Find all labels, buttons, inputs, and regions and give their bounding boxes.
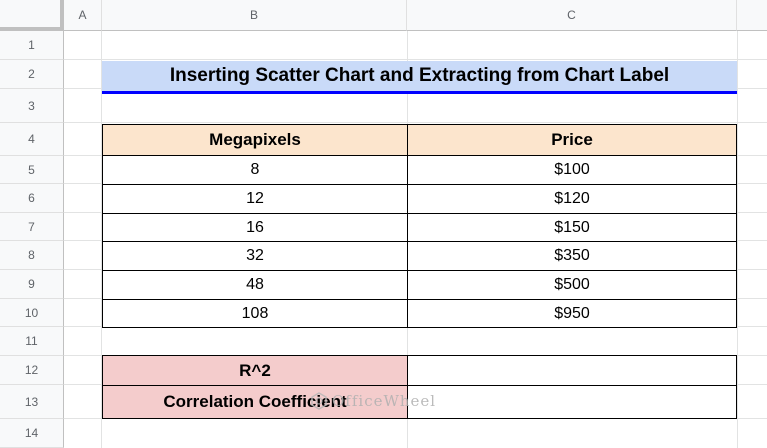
gridline — [64, 59, 767, 60]
price-cell[interactable]: $500 — [407, 270, 737, 300]
correlation-label: Correlation Coefficient — [163, 392, 347, 411]
sheet-title-cell[interactable]: Inserting Scatter Chart and Extracting f… — [102, 61, 737, 94]
row-label: 11 — [25, 334, 38, 348]
gridline — [64, 122, 767, 123]
column-header-b[interactable]: B — [102, 0, 407, 31]
row-header-9[interactable]: 9 — [0, 270, 64, 299]
price-cell[interactable]: $100 — [407, 155, 737, 185]
row-label: 3 — [28, 98, 35, 113]
row-header-14[interactable]: 14 — [0, 419, 64, 448]
header-megapixels[interactable]: Megapixels — [102, 124, 408, 156]
megapixels-cell[interactable]: 48 — [102, 270, 408, 300]
column-header-a[interactable]: A — [64, 0, 102, 31]
correlation-label-cell[interactable]: Correlation Coefficient — [102, 385, 408, 419]
row-label: 5 — [28, 162, 35, 177]
row-header-10[interactable]: 10 — [0, 299, 64, 327]
megapixels-cell[interactable]: 32 — [102, 241, 408, 271]
watermark-text: OfficeWheel — [332, 392, 437, 410]
row-header-3[interactable]: 3 — [0, 89, 64, 123]
price-value: $350 — [554, 247, 590, 264]
megapixels-value: 48 — [246, 276, 264, 293]
row-header-5[interactable]: 5 — [0, 156, 64, 184]
price-value: $150 — [554, 218, 590, 236]
row-header-8[interactable]: 8 — [0, 241, 64, 270]
gridline — [737, 31, 738, 448]
price-value: $500 — [554, 276, 590, 293]
megapixels-value: 32 — [246, 247, 264, 264]
r2-value-cell[interactable] — [407, 355, 737, 386]
megapixels-cell[interactable]: 12 — [102, 184, 408, 214]
megapixels-value: 8 — [250, 161, 260, 178]
megapixels-cell[interactable]: 108 — [102, 299, 408, 328]
column-label: C — [567, 8, 576, 22]
select-all-corner[interactable] — [0, 0, 64, 31]
row-header-7[interactable]: 7 — [0, 213, 64, 241]
price-cell[interactable]: $350 — [407, 241, 737, 271]
megapixels-value: 108 — [241, 304, 269, 322]
megapixels-value: 16 — [246, 218, 264, 236]
r2-label: R^2 — [239, 360, 271, 380]
gridline — [101, 31, 102, 448]
row-label: 6 — [28, 191, 35, 205]
header-label: Megapixels — [209, 130, 301, 149]
correlation-value-cell[interactable] — [407, 385, 737, 419]
row-label: 9 — [28, 277, 35, 291]
row-label: 1 — [28, 38, 35, 52]
sheet-title: Inserting Scatter Chart and Extracting f… — [169, 65, 670, 86]
column-header-d[interactable] — [737, 0, 767, 31]
megapixels-value: 12 — [246, 190, 264, 207]
row-label: 4 — [28, 132, 35, 146]
row-label: 10 — [24, 305, 39, 320]
row-header-11[interactable]: 11 — [0, 327, 64, 356]
header-price[interactable]: Price — [407, 124, 737, 156]
row-header-2[interactable]: 2 — [0, 60, 64, 89]
price-cell[interactable]: $150 — [407, 213, 737, 242]
row-header-1[interactable]: 1 — [0, 31, 64, 60]
price-value: $120 — [554, 190, 590, 207]
price-cell[interactable]: $120 — [407, 184, 737, 214]
r2-label-cell[interactable]: R^2 — [102, 355, 408, 386]
row-label: 8 — [28, 248, 35, 262]
row-header-12[interactable]: 12 — [0, 356, 64, 385]
row-header-4[interactable]: 4 — [0, 123, 64, 156]
watermark: OfficeWheel — [310, 392, 436, 410]
row-label: 14 — [24, 426, 39, 440]
row-label: 2 — [28, 67, 35, 81]
header-label: Price — [551, 130, 593, 149]
price-cell[interactable]: $950 — [407, 299, 737, 328]
megapixels-cell[interactable]: 8 — [102, 155, 408, 185]
column-header-c[interactable]: C — [407, 0, 737, 31]
row-label: 7 — [28, 219, 35, 234]
row-header-6[interactable]: 6 — [0, 184, 64, 213]
row-label: 12 — [24, 363, 39, 377]
price-value: $950 — [554, 304, 590, 322]
officewheel-logo-icon — [311, 392, 327, 410]
row-label: 13 — [24, 394, 39, 409]
row-header-13[interactable]: 13 — [0, 385, 64, 419]
price-value: $100 — [554, 161, 590, 178]
megapixels-cell[interactable]: 16 — [102, 213, 408, 242]
column-label: B — [249, 8, 258, 22]
column-label: A — [78, 8, 87, 22]
